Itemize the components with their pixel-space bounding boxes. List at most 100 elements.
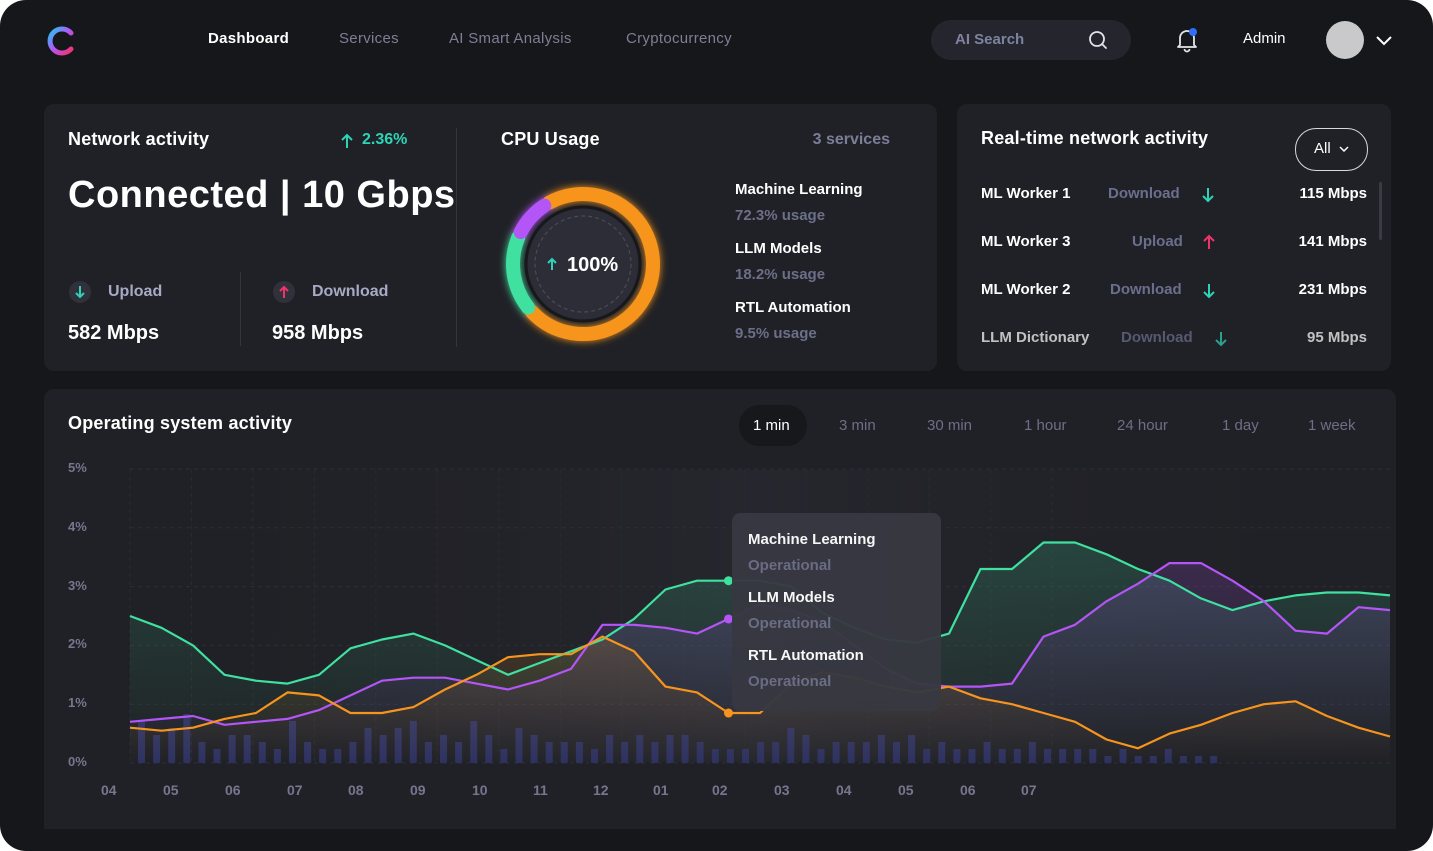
ai-search-box[interactable]: AI Search	[931, 20, 1131, 60]
nav-cryptocurrency[interactable]: Cryptocurrency	[626, 30, 732, 47]
notification-dot	[1189, 28, 1197, 36]
cpu-donut-chart: 100%	[506, 187, 660, 341]
network-activity-title: Network activity	[68, 129, 210, 149]
series-area-3	[130, 636, 1390, 763]
network-change: 2.36%	[362, 131, 408, 148]
tab-24-hour[interactable]: 24 hour	[1117, 417, 1168, 434]
y-tick-label: 5%	[68, 460, 87, 475]
network-cpu-card: Network activity 2.36% Connected | 10 Gb…	[44, 104, 937, 371]
y-tick-label: 1%	[68, 695, 87, 711]
x-tick-label: 07	[287, 782, 303, 798]
speed-value: 231 Mbps	[1298, 281, 1367, 298]
series-line-3	[129, 635, 1391, 750]
service-usage: 9.5% usage	[735, 325, 817, 342]
service-name: Machine Learning	[735, 181, 863, 198]
direction-label: Upload	[1132, 233, 1183, 250]
arrow-down-icon	[1215, 332, 1227, 347]
direction-label: Download	[1110, 281, 1182, 298]
x-tick-label: 02	[712, 782, 728, 798]
arrow-up-icon	[279, 285, 289, 298]
hover-point	[724, 576, 733, 586]
worker-name: ML Worker 1	[981, 185, 1071, 202]
user-name[interactable]: Admin	[1243, 30, 1286, 47]
service-usage: 18.2% usage	[735, 266, 826, 283]
x-tick-label: 04	[101, 782, 117, 798]
scrollbar-thumb[interactable]	[1379, 182, 1382, 240]
tab-3-min[interactable]: 3 min	[839, 417, 876, 434]
x-tick-label: 06	[225, 782, 241, 798]
upload-value: 582 Mbps	[68, 322, 160, 344]
list-item[interactable]: ML Worker 3 Upload 141 Mbps	[981, 233, 1371, 257]
divider	[240, 272, 241, 346]
x-tick-label: 06	[960, 782, 976, 798]
arrow-down-icon	[1203, 284, 1215, 299]
service-name: LLM Models	[735, 240, 822, 257]
x-tick-label: 08	[348, 782, 364, 798]
y-tick-label: 3%	[68, 577, 87, 593]
x-tick-label: 04	[836, 782, 852, 798]
download-indicator	[273, 281, 295, 303]
service-name: RTL Automation	[735, 299, 851, 316]
cpu-total-value: 100%	[567, 254, 618, 276]
search-icon[interactable]	[1088, 30, 1108, 50]
speed-value: 141 Mbps	[1298, 233, 1367, 250]
realtime-network-card: Real-time network activity All ML Worker…	[957, 104, 1391, 371]
tooltip-status: Operational	[748, 673, 832, 690]
list-item[interactable]: ML Worker 2 Download 231 Mbps	[981, 281, 1371, 305]
x-tick-label: 05	[898, 782, 914, 798]
upload-label: Upload	[108, 283, 163, 300]
cpu-segment-3	[506, 187, 660, 341]
filter-label: All	[1314, 140, 1331, 157]
cpu-usage-title: CPU Usage	[501, 129, 600, 149]
tooltip-status: Operational	[748, 557, 832, 574]
tooltip-series-name: RTL Automation	[748, 647, 864, 664]
connection-status: Connected | 10 Gbps	[68, 174, 456, 216]
arrow-up-icon	[341, 133, 353, 148]
upload-indicator	[69, 281, 91, 303]
tab-1-hour[interactable]: 1 hour	[1024, 417, 1067, 434]
tooltip-series-name: LLM Models	[748, 589, 835, 606]
app-logo[interactable]	[44, 24, 78, 58]
x-tick-label: 09	[410, 782, 426, 798]
hover-point	[724, 614, 733, 624]
tab-1-day[interactable]: 1 day	[1222, 417, 1259, 434]
os-activity-title: Operating system activity	[68, 413, 293, 433]
download-value: 958 Mbps	[272, 322, 364, 344]
cpu-segment-2	[506, 187, 660, 341]
tab-30-min[interactable]: 30 min	[927, 417, 973, 434]
list-item[interactable]: LLM Dictionary Download 95 Mbps	[981, 329, 1371, 353]
avatar[interactable]	[1326, 21, 1364, 59]
x-tick-label: 12	[593, 782, 609, 798]
tooltip-series-name: Machine Learning	[748, 531, 876, 548]
x-tick-label: 01	[653, 782, 669, 798]
download-label: Download	[312, 283, 389, 300]
tab-1-min[interactable]: 1 min	[739, 405, 807, 446]
services-count: 3 services	[812, 131, 890, 148]
chevron-down-icon[interactable]	[1374, 30, 1394, 50]
tab-1-week[interactable]: 1 week	[1308, 417, 1356, 434]
realtime-title: Real-time network activity	[981, 128, 1209, 148]
x-tick-label: 11	[533, 782, 548, 798]
service-usage: 72.3% usage	[735, 207, 826, 224]
y-tick-label: 4%	[68, 518, 87, 534]
tooltip-status: Operational	[748, 615, 832, 632]
nav-dashboard[interactable]: Dashboard	[208, 30, 290, 47]
arrow-down-icon	[75, 286, 85, 299]
nav-services[interactable]: Services	[339, 30, 399, 47]
search-label: AI Search	[955, 31, 1025, 48]
arrow-up-icon	[1203, 234, 1215, 249]
x-tick-label: 03	[774, 782, 790, 798]
list-item[interactable]: ML Worker 1 Download 115 Mbps	[981, 185, 1371, 209]
hover-point	[724, 708, 733, 718]
direction-label: Download	[1121, 329, 1193, 346]
direction-label: Download	[1108, 185, 1180, 202]
divider	[456, 128, 457, 347]
arrow-down-icon	[1202, 188, 1214, 203]
bell-icon[interactable]	[1175, 27, 1199, 53]
speed-value: 95 Mbps	[1306, 329, 1367, 346]
filter-dropdown[interactable]: All	[1295, 128, 1368, 171]
chart-tooltip: Machine Learning Operational LLM Models …	[732, 513, 941, 711]
tab-label: 1 min	[753, 417, 790, 434]
chevron-down-icon	[1339, 146, 1349, 153]
nav-ai-smart-analysis[interactable]: AI Smart Analysis	[449, 30, 572, 47]
